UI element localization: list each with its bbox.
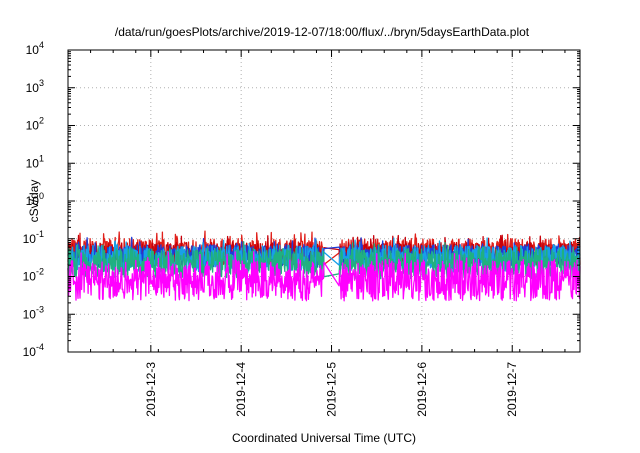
- chart-title: /data/run/goesPlots/archive/2019-12-07/1…: [115, 25, 530, 39]
- x-axis-label: Coordinated Universal Time (UTC): [232, 431, 416, 445]
- y-tick-label: 104: [26, 40, 44, 57]
- y-tick-label: 10-3: [23, 304, 44, 321]
- series-line: [67, 230, 581, 266]
- x-tick-label: 2019-12-7: [505, 362, 519, 417]
- y-tick-label: 10-1: [23, 229, 44, 246]
- x-tick-label: 2019-12-6: [415, 362, 429, 417]
- series-group: [67, 230, 581, 302]
- y-tick-label: 101: [26, 153, 44, 170]
- x-tick-label: 2019-12-3: [144, 362, 158, 417]
- y-tick-label: 100: [26, 191, 44, 208]
- x-axis: 2019-12-3 2019-12-4 2019-12-5 2019-12-6 2019…: [67, 50, 566, 417]
- x-tick-label: 2019-12-4: [234, 362, 248, 417]
- x-tick-label: 2019-12-5: [325, 362, 339, 417]
- y-axis: 10-4 10-3 10-2 10-1 100 101 102 103 104: [23, 40, 580, 359]
- y-tick-label: 10-2: [23, 267, 44, 284]
- grid-lines: [68, 50, 580, 352]
- y-tick-label: 103: [26, 78, 44, 95]
- y-tick-label: 102: [26, 116, 44, 133]
- y-axis-label: cSv/day: [27, 180, 41, 223]
- y-tick-label: 10-4: [23, 342, 44, 359]
- series-line: [67, 251, 581, 302]
